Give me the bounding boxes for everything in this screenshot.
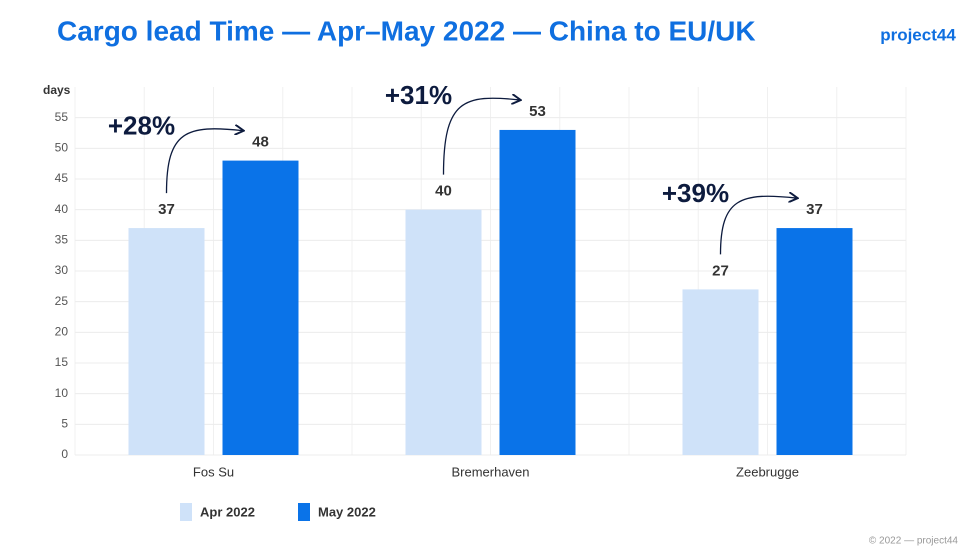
value-label: 37 (806, 201, 823, 218)
value-label: 53 (529, 103, 546, 120)
growth-annotation: +39% (662, 178, 729, 208)
legend-label: Apr 2022 (200, 504, 255, 519)
value-label: 48 (252, 134, 269, 151)
y-tick-label: 40 (55, 202, 69, 216)
y-tick-label: 10 (55, 386, 69, 400)
y-tick-label: 45 (55, 171, 69, 185)
bar (499, 129, 576, 455)
footer: © 2022 — project44 (869, 536, 959, 547)
y-tick-label: 50 (55, 141, 69, 155)
bar (405, 209, 482, 455)
growth-annotation: +31% (385, 80, 452, 110)
x-tick-label: Bremerhaven (451, 464, 529, 479)
y-tick-label: 35 (55, 233, 69, 247)
value-label: 27 (712, 262, 729, 279)
x-tick-label: Fos Su (193, 464, 234, 479)
chart-title: Cargo lead Time — Apr–May 2022 — China t… (57, 15, 756, 46)
y-tick-label: 25 (55, 294, 69, 308)
bar (128, 228, 205, 455)
y-tick-label: 20 (55, 325, 69, 339)
legend-label: May 2022 (318, 504, 376, 519)
logo: project44 (880, 25, 956, 44)
value-label: 37 (158, 201, 175, 218)
growth-annotation: +28% (108, 110, 175, 140)
y-tick-label: 30 (55, 263, 69, 277)
x-tick-label: Zeebrugge (736, 464, 799, 479)
y-tick-label: 5 (61, 417, 68, 431)
value-label: 40 (435, 183, 452, 200)
y-axis-label: days (43, 83, 71, 97)
y-tick-label: 0 (61, 447, 68, 461)
y-tick-label: 15 (55, 355, 69, 369)
bar (682, 289, 759, 455)
legend-swatch (180, 503, 192, 521)
growth-arrow (719, 196, 797, 255)
bar (776, 228, 853, 455)
bar (222, 160, 299, 455)
legend-swatch (298, 503, 310, 521)
growth-arrow (442, 98, 520, 175)
y-tick-label: 55 (55, 110, 69, 124)
growth-arrow (165, 129, 243, 194)
